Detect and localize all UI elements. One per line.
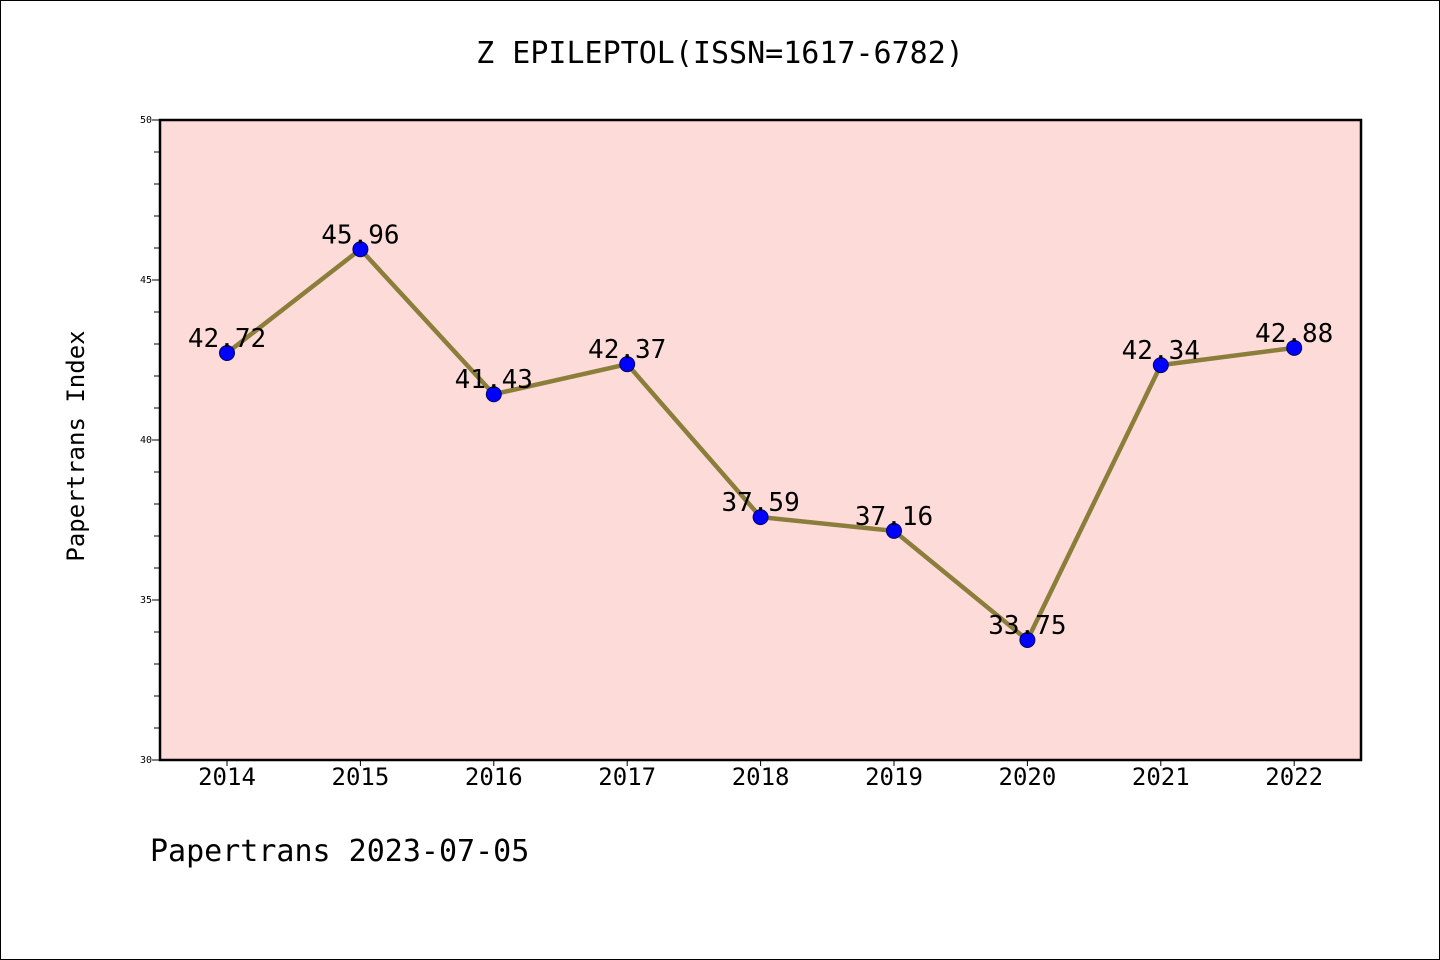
chart-title: Z EPILEPTOL(ISSN=1617-6782) [476, 36, 964, 71]
data-label: 42.72 [188, 324, 266, 354]
y-tick-label: 50 [140, 115, 152, 126]
data-point [619, 356, 636, 373]
data-label: 45.96 [321, 220, 399, 250]
data-point [219, 344, 235, 361]
data-point [886, 522, 902, 539]
data-label: 42.88 [1255, 319, 1333, 349]
y-axis-title: Papertrans Index [62, 330, 90, 561]
y-tick-label: 45 [140, 275, 152, 286]
x-tick-label: 2020 [999, 763, 1057, 791]
x-tick-label: 2017 [598, 763, 656, 791]
x-tick-label: 2014 [198, 763, 256, 791]
data-points [219, 241, 1303, 648]
data-label: 37.16 [855, 502, 933, 532]
y-axis: 30 35 40 45 50 [140, 115, 160, 766]
data-point [1152, 357, 1169, 374]
data-label: 33.75 [988, 611, 1066, 641]
y-tick-label: 40 [140, 435, 152, 446]
x-tick-label: 2019 [865, 763, 923, 791]
x-axis: 2014 2015 2016 2017 2018 2019 2020 2021 2022 [198, 760, 1323, 791]
x-tick-label: 2018 [732, 763, 790, 791]
x-tick-label: 2022 [1265, 763, 1323, 791]
x-tick-label: 2021 [1132, 763, 1190, 791]
data-point [352, 241, 369, 258]
data-point [1019, 632, 1036, 648]
data-labels: 42.72 45.96 41.43 42.37 37.59 37.16 33.75 42.34… [188, 220, 1333, 641]
x-tick-label: 2016 [465, 763, 523, 791]
y-tick-label: 35 [140, 595, 152, 606]
data-point [1286, 339, 1303, 356]
x-tick-label: 2015 [332, 763, 390, 791]
data-point [485, 386, 502, 403]
plot-area [158, 118, 1363, 762]
footer-note: Papertrans 2023-07-05 [150, 834, 530, 869]
data-label: 41.43 [455, 365, 533, 395]
data-label: 42.37 [588, 335, 666, 365]
data-label: 37.59 [721, 488, 799, 518]
y-tick-label: 30 [140, 755, 152, 766]
data-label: 42.34 [1122, 336, 1200, 366]
data-point [752, 509, 769, 526]
